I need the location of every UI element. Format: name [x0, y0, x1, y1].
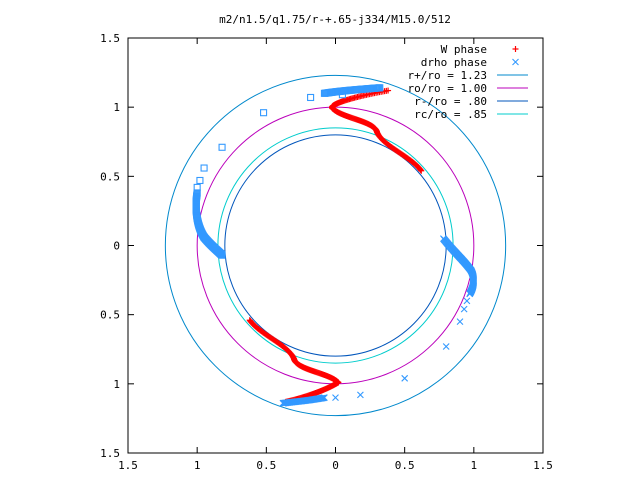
axis-ticks: 1.5 1 0.5 0 0.5 1 1.51.510.500.511.5	[100, 32, 553, 472]
cross-marker	[442, 343, 450, 350]
y-tick-label: 0.5	[100, 170, 120, 183]
square-marker	[376, 84, 384, 92]
cross-marker	[401, 374, 409, 382]
cross-marker	[332, 394, 339, 402]
legend-label: W phase	[441, 43, 487, 56]
square-marker	[200, 164, 208, 172]
reference-circle	[196, 106, 475, 385]
cross-marker	[463, 297, 471, 305]
square-marker	[193, 183, 201, 191]
reference-circle	[217, 127, 454, 364]
reference-circle	[164, 74, 507, 417]
legend-label: r-/ro = .80	[414, 95, 487, 108]
reference-circle	[224, 134, 447, 357]
legend-label: r+/ro = 1.23	[408, 69, 487, 82]
legend-label: ro/ro = 1.00	[408, 82, 487, 95]
x-tick-label: 1	[471, 459, 478, 472]
x-tick-label: 0.5	[256, 459, 276, 472]
y-tick-label: 1	[113, 101, 120, 114]
y-tick-label: 0.5	[100, 309, 120, 322]
legend-plus-marker	[512, 46, 519, 52]
chart-title: m2/n1.5/q1.75/r-+.65-j334/M15.0/512	[219, 13, 451, 26]
data-markers	[192, 84, 477, 407]
cross-marker	[321, 394, 328, 402]
square-marker	[307, 93, 315, 102]
x-tick-label: 1	[194, 459, 201, 472]
x-tick-label: 0	[332, 459, 339, 472]
plus-marker	[418, 167, 425, 174]
square-marker	[196, 176, 204, 185]
legend-label: drho phase	[421, 56, 487, 69]
cross-marker	[460, 305, 468, 313]
y-tick-label: 1.5	[100, 447, 120, 460]
y-tick-label: 0	[113, 240, 120, 253]
x-tick-label: 1.5	[118, 459, 138, 472]
y-tick-label: 1	[113, 378, 120, 391]
legend-label: rc/ro = .85	[414, 108, 487, 121]
x-tick-label: 0.5	[395, 459, 415, 472]
cross-marker	[456, 318, 464, 325]
legend-cross-marker	[512, 58, 519, 66]
cross-marker	[357, 391, 364, 399]
square-marker	[260, 109, 268, 117]
cross-marker	[466, 290, 474, 298]
square-marker	[218, 143, 226, 151]
square-marker	[338, 91, 346, 99]
y-tick-label: 1.5	[100, 32, 120, 45]
square-marker	[218, 251, 226, 259]
x-tick-label: 1.5	[533, 459, 553, 472]
